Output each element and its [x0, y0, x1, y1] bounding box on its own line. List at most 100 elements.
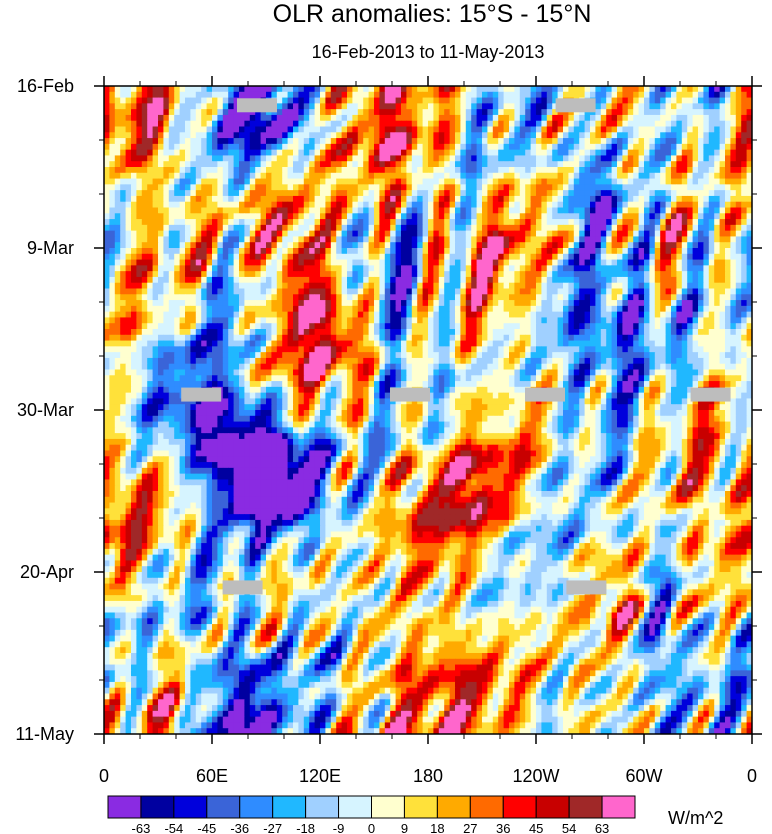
heatmap-cell: [374, 167, 380, 174]
heatmap-cell: [433, 300, 440, 307]
heatmap-cell: [714, 224, 721, 232]
heatmap-cell: [492, 259, 499, 266]
heatmap-cell: [568, 155, 575, 162]
heatmap-cell: [190, 126, 197, 133]
heatmap-cell: [282, 323, 289, 330]
heatmap-cell: [606, 132, 613, 139]
heatmap-cell: [746, 271, 753, 278]
heatmap-cell: [217, 120, 224, 127]
heatmap-cell: [627, 242, 634, 249]
heatmap-cell: [228, 265, 235, 272]
heatmap-cell: [174, 305, 181, 313]
heatmap-cell: [195, 242, 202, 249]
heatmap-cell: [503, 91, 510, 99]
heatmap-cell: [190, 161, 197, 168]
heatmap-cell: [217, 282, 224, 289]
heatmap-cell: [141, 236, 148, 243]
heatmap-cell: [687, 184, 694, 191]
heatmap-cell: [303, 149, 310, 156]
heatmap-cell: [422, 143, 429, 151]
heatmap-cell: [563, 294, 569, 301]
heatmap-cell: [352, 230, 359, 237]
heatmap-cell: [590, 294, 596, 301]
heatmap-cell: [541, 276, 548, 284]
heatmap-cell: [433, 305, 440, 313]
heatmap-cell: [406, 311, 413, 318]
heatmap-cell: [131, 323, 137, 330]
heatmap-cell: [190, 103, 197, 110]
heatmap-cell: [719, 248, 726, 255]
heatmap-cell: [185, 91, 191, 99]
heatmap-cell: [152, 253, 159, 261]
heatmap-cell: [293, 282, 299, 289]
heatmap-cell: [401, 120, 407, 127]
heatmap-cell: [687, 282, 694, 289]
heatmap-cell: [703, 224, 710, 232]
heatmap-cell: [244, 282, 251, 289]
heatmap-cell: [687, 219, 694, 226]
heatmap-cell: [163, 248, 170, 255]
heatmap-cell: [206, 305, 213, 313]
heatmap-cell: [514, 167, 521, 174]
heatmap-cell: [233, 91, 240, 99]
heatmap-cell: [638, 172, 645, 180]
heatmap-cell: [233, 97, 240, 104]
heatmap-cell: [352, 114, 359, 122]
heatmap-cell: [595, 143, 602, 151]
heatmap-cell: [455, 242, 461, 249]
heatmap-cell: [309, 224, 316, 232]
heatmap-cell: [422, 219, 429, 226]
heatmap-cell: [708, 265, 715, 272]
heatmap-cell: [212, 120, 218, 127]
heatmap-cell: [141, 155, 148, 162]
heatmap-cell: [174, 276, 181, 284]
heatmap-cell: [444, 271, 451, 278]
heatmap-cell: [411, 201, 418, 208]
heatmap-cell: [503, 230, 510, 237]
heatmap-cell: [687, 305, 694, 313]
heatmap-cell: [114, 143, 121, 151]
heatmap-cell: [725, 242, 731, 249]
heatmap-cell: [168, 195, 175, 203]
heatmap-cell: [422, 259, 429, 266]
heatmap-cell: [152, 120, 159, 127]
heatmap-cell: [330, 288, 337, 295]
heatmap-cell: [703, 91, 710, 99]
heatmap-cell: [422, 184, 429, 191]
heatmap-cell: [368, 213, 375, 220]
heatmap-cell: [384, 288, 391, 295]
heatmap-cell: [325, 138, 332, 145]
heatmap-cell: [563, 120, 569, 127]
heatmap-cell: [239, 224, 245, 232]
heatmap-cell: [487, 149, 494, 156]
heatmap-cell: [428, 143, 434, 151]
heatmap-cell: [330, 138, 337, 145]
heatmap-cell: [325, 126, 332, 133]
heatmap-cell: [730, 253, 737, 261]
heatmap-cell: [676, 126, 683, 133]
heatmap-cell: [503, 184, 510, 191]
heatmap-cell: [584, 219, 591, 226]
heatmap-cell: [498, 190, 505, 197]
heatmap-cell: [104, 248, 110, 255]
heatmap-cell: [147, 190, 154, 197]
heatmap-cell: [401, 97, 407, 104]
heatmap-cell: [406, 195, 413, 203]
heatmap-cell: [411, 311, 418, 318]
heatmap-cell: [368, 253, 375, 261]
heatmap-cell: [746, 230, 753, 237]
heatmap-cell: [514, 259, 521, 266]
heatmap-cell: [455, 276, 461, 284]
heatmap-cell: [163, 288, 170, 295]
heatmap-cell: [514, 294, 521, 301]
heatmap-cell: [476, 120, 483, 127]
heatmap-cell: [406, 207, 413, 214]
heatmap-cell: [217, 91, 224, 99]
heatmap-cell: [541, 149, 548, 156]
heatmap-cell: [595, 242, 602, 249]
heatmap-cell: [644, 91, 650, 99]
heatmap-cell: [460, 288, 467, 295]
heatmap-cell: [244, 126, 251, 133]
heatmap-cell: [206, 207, 213, 214]
heatmap-cell: [428, 86, 434, 93]
